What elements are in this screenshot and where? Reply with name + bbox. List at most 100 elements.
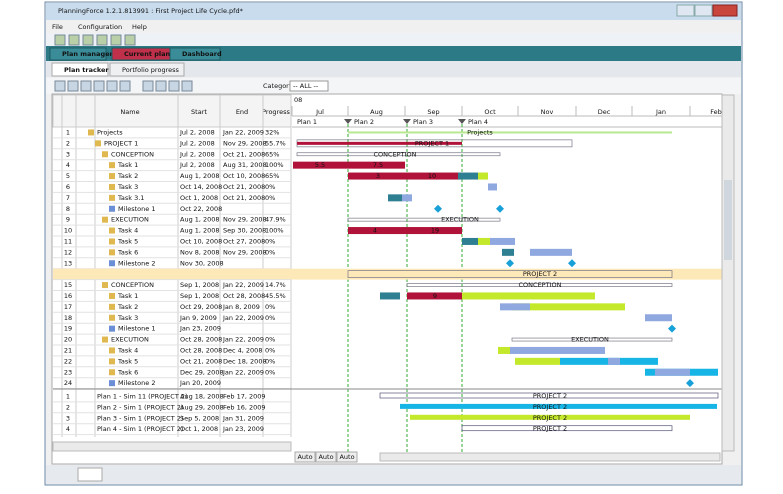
toolbar-button[interactable] [142, 80, 154, 92]
task-name[interactable]: Task 5 [117, 237, 138, 245]
auto-label[interactable]: Auto [297, 453, 312, 461]
maximize-button[interactable] [694, 4, 713, 17]
tab[interactable] [169, 47, 221, 61]
row-icon [88, 129, 94, 136]
menu-item[interactable]: File [52, 23, 63, 31]
toolbar-button[interactable] [96, 34, 108, 46]
start-date: Aug 1, 2008 [180, 172, 220, 180]
task-name[interactable]: Task 6 [117, 248, 138, 256]
start-date: Jul 2, 2008 [179, 139, 215, 147]
start-date: Jan 20, 2009 [179, 379, 221, 387]
tab-label[interactable]: Plan manager [62, 50, 114, 58]
task-name[interactable]: Task 4 [117, 227, 138, 235]
end-date: Feb 17, 2009 [223, 392, 266, 400]
scroll-thumb[interactable] [724, 180, 732, 260]
task-name[interactable]: EXECUTION [111, 336, 149, 344]
task-name[interactable]: Task 3.1 [117, 194, 144, 202]
task-name[interactable]: Task 4 [117, 346, 138, 354]
v-scrollbar[interactable] [721, 94, 735, 452]
start-date: Nov 8, 2008 [180, 248, 220, 256]
h-scrollbar[interactable] [52, 441, 292, 452]
h-scrollbar[interactable] [379, 452, 721, 462]
toolbar-button[interactable] [67, 80, 79, 92]
bar-label: 10 [428, 172, 436, 180]
task-name[interactable]: PROJECT 1 [104, 139, 138, 147]
bar-label: PROJECT 1 [415, 139, 449, 147]
toolbar-button[interactable] [155, 80, 167, 92]
auto-button[interactable] [294, 451, 316, 463]
toolbar-button[interactable] [181, 80, 193, 92]
close-button[interactable] [712, 4, 738, 17]
auto-button[interactable] [315, 451, 337, 463]
plan-name[interactable]: Plan 4 - Sim 1 (PROJECT 2) [97, 425, 183, 433]
row-number: 3 [66, 414, 70, 422]
tab-label[interactable]: Current plan [124, 50, 170, 58]
task-name[interactable]: CONCEPTION [111, 150, 154, 158]
task-name[interactable]: Milestone 1 [118, 325, 155, 333]
task-name[interactable]: Task 1 [117, 292, 138, 300]
toolbar-button[interactable] [82, 34, 94, 46]
month-label: Dec [598, 108, 611, 116]
menu-item[interactable]: Configuration [78, 23, 122, 31]
toolbar-button[interactable] [80, 80, 92, 92]
task-name[interactable]: Task 1 [117, 161, 138, 169]
subtab[interactable] [51, 62, 109, 77]
toolbar-button[interactable] [106, 80, 118, 92]
column-header: Name [120, 108, 139, 116]
progress: 0% [265, 346, 275, 354]
toolbar-button[interactable] [124, 34, 136, 46]
start-date: Jul 2, 2008 [179, 128, 215, 136]
category-select[interactable] [289, 80, 329, 92]
task-name[interactable]: EXECUTION [111, 216, 149, 224]
auto-label[interactable]: Auto [318, 453, 333, 461]
row-icon [109, 358, 115, 365]
table-header [52, 94, 292, 128]
end-date: Nov 29, 2008 [223, 216, 267, 224]
tab[interactable] [49, 47, 107, 61]
toolbar-button[interactable] [110, 34, 122, 46]
toolbar-button[interactable] [93, 80, 105, 92]
task-name[interactable]: Milestone 2 [118, 259, 155, 267]
auto-button[interactable] [336, 451, 358, 463]
toolbar-button[interactable] [54, 80, 66, 92]
status-tab[interactable] [77, 467, 103, 482]
toolbar-button[interactable] [68, 34, 80, 46]
subtab-label[interactable]: Portfolio progress [122, 66, 179, 74]
minimize-button[interactable] [676, 4, 695, 17]
task-name[interactable]: Task 6 [117, 368, 138, 376]
toolbar-button[interactable] [119, 80, 131, 92]
task-name[interactable]: Task 2 [117, 172, 138, 180]
plan-name[interactable]: Plan 2 - Sim 1 (PROJECT 2) [97, 403, 183, 411]
row-icon [109, 369, 115, 376]
plan-name[interactable]: Plan 1 - Sim 11 (PROJECT 2) [97, 392, 188, 400]
gantt-bar [347, 270, 673, 278]
plan-name[interactable]: Plan 3 - Sim 1 (PROJECT 2) [97, 414, 183, 422]
progress: 0% [265, 248, 275, 256]
task-name[interactable]: Task 2 [117, 303, 138, 311]
progress: 0% [265, 314, 275, 322]
subtab[interactable] [109, 62, 185, 77]
start-date: Jan 23, 2009 [179, 325, 221, 333]
subtab-label[interactable]: Plan tracker [64, 66, 109, 74]
tab-label[interactable]: Dashboard [182, 50, 222, 58]
auto-label[interactable]: Auto [339, 453, 354, 461]
task-name[interactable]: Milestone 1 [118, 205, 155, 213]
progress: 100% [265, 161, 284, 169]
task-name[interactable]: Projects [97, 128, 123, 136]
task-name[interactable]: Task 3 [117, 183, 138, 191]
gantt-bar [515, 357, 560, 365]
row-icon [109, 260, 115, 267]
task-name[interactable]: Task 3 [117, 314, 138, 322]
plan-marker [344, 119, 352, 124]
task-name[interactable]: Task 5 [117, 357, 138, 365]
toolbar-button[interactable] [54, 34, 66, 46]
month-label: Sep [427, 108, 439, 116]
row-icon [102, 282, 108, 289]
task-name[interactable]: CONCEPTION [111, 281, 154, 289]
toolbar-button[interactable] [168, 80, 180, 92]
row-number: 4 [66, 425, 70, 433]
task-name[interactable]: Milestone 2 [118, 379, 155, 387]
bar-label: PROJECT 2 [533, 425, 567, 433]
row-icon [109, 325, 115, 332]
menu-item[interactable]: Help [132, 23, 147, 31]
